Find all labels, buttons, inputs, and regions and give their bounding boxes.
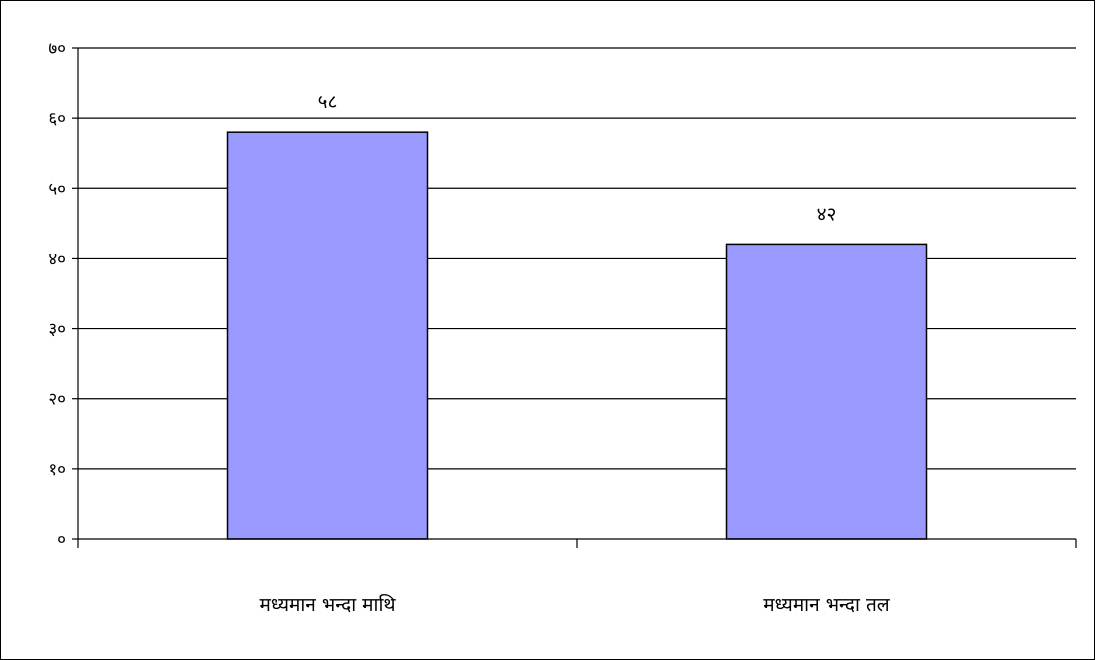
y-tick-label: १० <box>48 460 66 480</box>
data-label: ४२ <box>817 203 837 225</box>
x-category-label: मध्यमान भन्दा माथि <box>259 593 396 616</box>
axes <box>72 47 1077 548</box>
labels: ० १० २० ३० ४० ५० ६० ७० ५८ मध्यमान भन्दा माथि ४२ मध्… <box>48 39 890 616</box>
x-category-label: मध्यमान भन्दा तल <box>763 594 891 616</box>
bars <box>226 131 928 540</box>
y-tick-label: ५० <box>48 179 66 199</box>
bar <box>725 243 928 540</box>
y-tick-label: ३० <box>48 320 66 340</box>
data-label: ५८ <box>318 91 338 113</box>
y-tick-label: ७० <box>48 39 66 59</box>
y-tick-label: ४० <box>48 249 66 269</box>
y-tick-label: २० <box>48 390 66 410</box>
y-tick-label: ६० <box>48 109 66 129</box>
y-tick-label: ० <box>57 530 66 550</box>
bar <box>226 131 429 540</box>
